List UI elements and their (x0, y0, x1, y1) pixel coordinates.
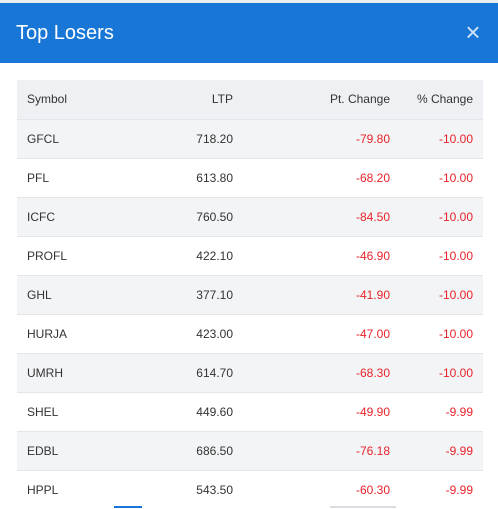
table-row[interactable]: GFCL 718.20 -79.80 -10.00 (17, 119, 483, 158)
symbol-cell[interactable]: GHL (27, 287, 52, 302)
pct-change-cell: -9.99 (445, 482, 473, 497)
pct-change-cell: -9.99 (445, 404, 473, 419)
pct-change-cell: -10.00 (438, 326, 473, 341)
close-icon[interactable]: × (465, 17, 481, 47)
ltp-cell: 422.10 (196, 248, 233, 263)
top-strip (0, 0, 498, 3)
table-row[interactable]: UMRH 614.70 -68.30 -10.00 (17, 353, 483, 392)
table-row[interactable]: GHL 377.10 -41.90 -10.00 (17, 275, 483, 314)
pct-change-cell: -10.00 (438, 170, 473, 185)
pt-change-cell: -49.90 (355, 404, 390, 419)
symbol-cell[interactable]: EDBL (27, 443, 59, 458)
pt-change-cell: -68.30 (355, 365, 390, 380)
column-header-pct-change[interactable]: % Change (416, 92, 473, 107)
pt-change-cell: -76.18 (355, 443, 390, 458)
pt-change-cell: -79.80 (355, 131, 390, 146)
table-header-row: Symbol LTP Pt. Change % Change (17, 80, 483, 119)
pct-change-cell: -9.99 (445, 443, 473, 458)
pct-change-cell: -10.00 (438, 287, 473, 302)
column-header-symbol[interactable]: Symbol (27, 92, 68, 107)
column-header-ltp[interactable]: LTP (211, 92, 233, 107)
pt-change-cell: -68.20 (355, 170, 390, 185)
pt-change-cell: -47.00 (355, 326, 390, 341)
ltp-cell: 377.10 (196, 287, 233, 302)
ltp-cell: 543.50 (196, 482, 233, 497)
table-row[interactable]: SHEL 449.60 -49.90 -9.99 (17, 392, 483, 431)
symbol-cell[interactable]: PFL (27, 170, 50, 185)
pt-change-cell: -46.90 (355, 248, 390, 263)
modal-header: Top Losers × (0, 3, 498, 63)
symbol-cell[interactable]: GFCL (27, 131, 60, 146)
ltp-cell: 760.50 (196, 209, 233, 224)
pct-change-cell: -10.00 (438, 209, 473, 224)
ltp-cell: 686.50 (196, 443, 233, 458)
table-row[interactable]: HURJA 423.00 -47.00 -10.00 (17, 314, 483, 353)
ltp-cell: 613.80 (196, 170, 233, 185)
pct-change-cell: -10.00 (438, 131, 473, 146)
symbol-cell[interactable]: UMRH (27, 365, 63, 380)
symbol-cell[interactable]: HPPL (27, 482, 59, 497)
symbol-cell[interactable]: ICFC (27, 209, 55, 224)
table-row[interactable]: PFL 613.80 -68.20 -10.00 (17, 158, 483, 197)
symbol-cell[interactable]: SHEL (27, 404, 59, 419)
losers-table: Symbol LTP Pt. Change % Change GFCL 718.… (17, 80, 483, 509)
ltp-cell: 449.60 (196, 404, 233, 419)
ltp-cell: 423.00 (196, 326, 233, 341)
pct-change-cell: -10.00 (438, 365, 473, 380)
bottom-pagination-hint[interactable] (114, 506, 142, 508)
pct-change-cell: -10.00 (438, 248, 473, 263)
column-header-pt-change[interactable]: Pt. Change (329, 92, 390, 107)
symbol-cell[interactable]: HURJA (27, 326, 68, 341)
symbol-cell[interactable]: PROFL (27, 248, 68, 263)
pt-change-cell: -84.50 (355, 209, 390, 224)
ltp-cell: 614.70 (196, 365, 233, 380)
table-row[interactable]: ICFC 760.50 -84.50 -10.00 (17, 197, 483, 236)
pt-change-cell: -60.30 (355, 482, 390, 497)
modal-title: Top Losers (16, 22, 114, 44)
table-row[interactable]: PROFL 422.10 -46.90 -10.00 (17, 236, 483, 275)
losers-table-container: Symbol LTP Pt. Change % Change GFCL 718.… (17, 80, 483, 509)
bottom-scroll-hint[interactable] (330, 506, 396, 508)
table-row[interactable]: EDBL 686.50 -76.18 -9.99 (17, 431, 483, 470)
pt-change-cell: -41.90 (355, 287, 390, 302)
table-row[interactable]: HPPL 543.50 -60.30 -9.99 (17, 470, 483, 509)
ltp-cell: 718.20 (196, 131, 233, 146)
